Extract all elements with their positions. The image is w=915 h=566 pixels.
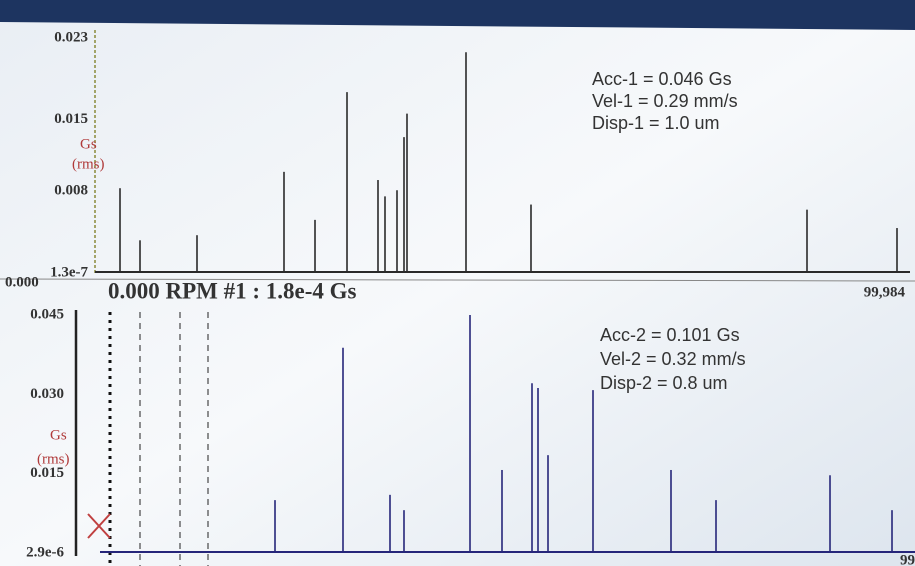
y-tick-label: 0.045 [30, 306, 64, 322]
annotation: Acc-2 = 0.101 Gs [600, 325, 740, 345]
x-tick-label: 99,984 [864, 284, 906, 300]
y-tick-label: 0.023 [54, 29, 88, 45]
y-tick-label: 0.015 [54, 111, 88, 127]
annotation: Acc-1 = 0.046 Gs [592, 69, 732, 89]
x-tick-label: 99,984 [900, 552, 915, 566]
bezel [0, 0, 915, 30]
divider [0, 278, 915, 282]
y-axis-label: (rms) [72, 156, 105, 172]
x-tick-label: 0.000 [5, 274, 39, 290]
annotation: Disp-2 = 0.8 um [600, 373, 728, 393]
annotation: Vel-1 = 0.29 mm/s [592, 91, 738, 111]
readout: 0.000 RPM #1 : 1.8e-4 Gs [108, 278, 357, 303]
y-tick-label: 0.030 [30, 386, 64, 402]
y-tick-label: 2.9e-6 [26, 544, 64, 560]
cursor-marker [87, 513, 111, 539]
y-tick-label: 0.015 [30, 465, 64, 481]
y-axis-label: Gs [80, 136, 97, 152]
annotation: Disp-1 = 1.0 um [592, 113, 720, 133]
y-tick-label: 0.008 [54, 183, 88, 199]
annotation: Vel-2 = 0.32 mm/s [600, 349, 746, 369]
y-axis-label: Gs [50, 427, 67, 443]
y-axis-label: (rms) [37, 451, 70, 467]
y-tick-label: 1.3e-7 [50, 264, 88, 280]
